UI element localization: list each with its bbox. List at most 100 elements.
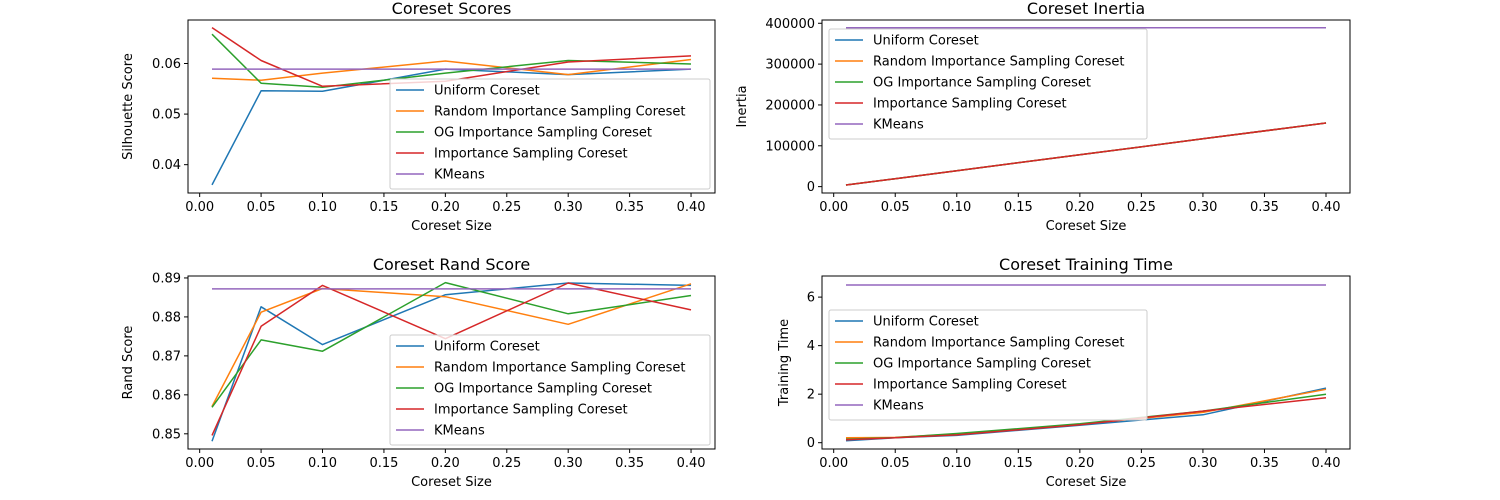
chart-scores-legend-label: OG Importance Sampling Coreset — [434, 126, 652, 141]
chart-scores-ytick-label: 0.06 — [152, 57, 181, 72]
chart-scores-legend-label: Uniform Coreset — [434, 84, 540, 99]
chart-rand-score-xtick-label: 0.25 — [492, 456, 521, 471]
chart-scores-legend-label: KMeans — [434, 168, 485, 183]
chart-training-time-legend-label: KMeans — [873, 399, 924, 414]
chart-inertia-xtick-label: 0.30 — [1188, 200, 1217, 215]
chart-inertia-xtick-label: 0.00 — [819, 200, 848, 215]
chart-training-time: Coreset Training Time 0.00 0.05 0.10 0.15 0.2… — [777, 255, 1351, 490]
chart-scores-xlabel: Coreset Size — [411, 219, 492, 234]
chart-rand-score-legend-label: Importance Sampling Coreset — [434, 403, 628, 418]
chart-training-time-legend-label: OG Importance Sampling Coreset — [873, 357, 1091, 372]
chart-training-time-ytick-label: 4 — [807, 339, 815, 354]
chart-inertia-ytick-label: 300000 — [765, 58, 815, 73]
chart-training-time-xtick-label: 0.00 — [819, 456, 848, 471]
chart-rand-score-xtick-label: 0.15 — [369, 456, 398, 471]
chart-rand-score-xtick-label: 0.10 — [308, 456, 337, 471]
chart-rand-score: Coreset Rand Score 0.00 0.05 0.10 0.15 0.20 0.… — [121, 255, 716, 490]
chart-training-time-xtick-label: 0.25 — [1127, 456, 1156, 471]
chart-scores-xtick-label: 0.20 — [431, 200, 460, 215]
chart-scores-ytick-label: 0.04 — [152, 158, 181, 173]
chart-inertia-frame — [821, 19, 1351, 194]
chart-scores-ylabel: Silhouette Score — [121, 53, 136, 160]
chart-rand-score-xtick-label: 0.20 — [431, 456, 460, 471]
chart-training-time-legend-label: Random Importance Sampling Coreset — [873, 336, 1125, 351]
chart-scores-series-random-importance-sampling-coreset — [211, 58, 692, 81]
chart-training-time-xlabel: Coreset Size — [1046, 475, 1127, 490]
chart-rand-score-ytick-label: 0.85 — [152, 427, 181, 442]
chart-scores: Coreset Scores 0.00 0.05 0.10 0.15 0.20 0.25 0.… — [121, 0, 716, 234]
chart-inertia-ytick-label: 0 — [807, 180, 815, 195]
chart-inertia: Coreset Inertia 0.00 0.05 0.10 0.15 0.20 0.25 0… — [735, 0, 1351, 234]
chart-training-time-series-importance-sampling-coreset — [845, 397, 1327, 441]
chart-scores-xtick-label: 0.05 — [247, 200, 276, 215]
chart-training-time-xtick-label: 0.10 — [942, 456, 971, 471]
chart-inertia-legend-label: Random Importance Sampling Coreset — [873, 55, 1125, 70]
chart-rand-score-xtick-label: 0.30 — [554, 456, 583, 471]
chart-inertia-legend: Uniform Coreset Random Importance Samplin… — [828, 28, 1148, 140]
chart-rand-score-legend-label: Random Importance Sampling Coreset — [434, 361, 686, 376]
chart-training-time-ytick-label: 6 — [807, 291, 815, 306]
chart-rand-score-title: Coreset Rand Score — [373, 255, 530, 274]
chart-training-time-xtick-label: 0.40 — [1312, 456, 1341, 471]
chart-rand-score-ytick-label: 0.86 — [152, 388, 181, 403]
chart-rand-score-legend-label: Uniform Coreset — [434, 340, 540, 355]
chart-training-time-legend-label: Importance Sampling Coreset — [873, 378, 1067, 393]
chart-training-time-xtick-label: 0.05 — [881, 456, 910, 471]
chart-training-time-title: Coreset Training Time — [999, 255, 1173, 274]
chart-scores-title: Coreset Scores — [392, 0, 512, 18]
chart-scores-xtick-label: 0.30 — [554, 200, 583, 215]
chart-rand-score-ytick-label: 0.89 — [152, 271, 181, 286]
chart-scores-legend-label: Importance Sampling Coreset — [434, 147, 628, 162]
chart-rand-score-legend-label: OG Importance Sampling Coreset — [434, 382, 652, 397]
chart-scores-legend-box — [389, 78, 711, 190]
chart-training-time-xtick-label: 0.20 — [1065, 456, 1094, 471]
chart-inertia-ylabel: Inertia — [735, 85, 750, 127]
chart-rand-score-xtick-label: 0.40 — [677, 456, 706, 471]
chart-inertia-xtick-label: 0.40 — [1312, 200, 1341, 215]
chart-inertia-xtick-label: 0.10 — [942, 200, 971, 215]
chart-inertia-legend-box — [828, 28, 1148, 140]
chart-inertia-xtick-label: 0.25 — [1127, 200, 1156, 215]
chart-rand-score-series-og-importance-sampling-coreset — [211, 281, 692, 408]
chart-rand-score-legend-box — [389, 334, 711, 446]
chart-scores-xtick-label: 0.40 — [677, 200, 706, 215]
chart-inertia-legend-label: KMeans — [873, 118, 924, 133]
chart-inertia-xlabel: Coreset Size — [1046, 219, 1127, 234]
chart-training-time-ylabel: Training Time — [777, 319, 792, 407]
chart-training-time-legend-box — [828, 309, 1148, 421]
chart-rand-score-ytick-label: 0.88 — [152, 310, 181, 325]
chart-scores-xtick-label: 0.00 — [185, 200, 214, 215]
chart-training-time-xtick-label: 0.30 — [1188, 456, 1217, 471]
chart-rand-score-legend: Uniform Coreset Random Importance Samplin… — [389, 334, 711, 446]
chart-rand-score-xtick-label: 0.05 — [247, 456, 276, 471]
chart-training-time-ytick-label: 0 — [807, 436, 815, 451]
chart-scores-xtick-label: 0.15 — [369, 200, 398, 215]
chart-inertia-ytick-label: 100000 — [765, 139, 815, 154]
chart-inertia-xtick-label: 0.05 — [881, 200, 910, 215]
chart-inertia-xtick-label: 0.15 — [1004, 200, 1033, 215]
chart-inertia-legend-label: OG Importance Sampling Coreset — [873, 76, 1091, 91]
chart-inertia-xtick-label: 0.35 — [1250, 200, 1279, 215]
chart-training-time-ytick-label: 2 — [807, 388, 815, 403]
chart-training-time-frame — [821, 275, 1351, 450]
chart-inertia-legend-label: Uniform Coreset — [873, 34, 979, 49]
chart-inertia-ytick-label: 200000 — [765, 98, 815, 113]
chart-rand-score-series-random-importance-sampling-coreset — [211, 283, 692, 407]
chart-inertia-title: Coreset Inertia — [1027, 0, 1145, 18]
chart-training-time-xtick-label: 0.35 — [1250, 456, 1279, 471]
chart-rand-score-legend-label: KMeans — [434, 424, 485, 439]
chart-inertia-series-importance-sampling-coreset — [845, 122, 1327, 186]
chart-inertia-xtick-label: 0.20 — [1065, 200, 1094, 215]
chart-rand-score-xtick-label: 0.00 — [185, 456, 214, 471]
chart-inertia-legend-label: Importance Sampling Coreset — [873, 97, 1067, 112]
chart-training-time-legend: Uniform Coreset Random Importance Samplin… — [828, 309, 1148, 421]
chart-inertia-ytick-label: 400000 — [765, 17, 815, 32]
chart-rand-score-xlabel: Coreset Size — [411, 475, 492, 490]
chart-rand-score-ytick-label: 0.87 — [152, 349, 181, 364]
chart-scores-series-importance-sampling-coreset — [211, 26, 692, 88]
chart-training-time-legend-label: Uniform Coreset — [873, 315, 979, 330]
chart-scores-xtick-label: 0.10 — [308, 200, 337, 215]
chart-scores-xtick-label: 0.35 — [615, 200, 644, 215]
chart-scores-xtick-label: 0.25 — [492, 200, 521, 215]
